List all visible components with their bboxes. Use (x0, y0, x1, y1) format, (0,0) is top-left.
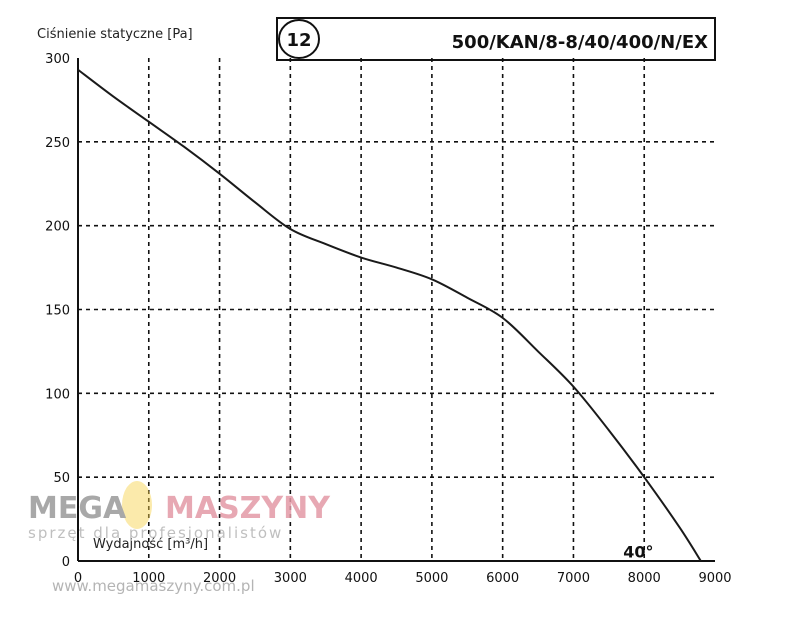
x-tick-labels: 0 1000 2000 3000 4000 5000 6000 7000 8000 9000 (74, 571, 732, 586)
x-tick-label: 6000 (486, 571, 519, 586)
badge-circle (278, 19, 320, 59)
axes (77, 58, 715, 562)
watermark: MEGA MASZYNY sprzęt dla profesjonalistów… (28, 481, 331, 595)
x-tick-label: 7000 (557, 571, 590, 586)
badge-number: 12 (286, 30, 311, 51)
y-tick-label: 300 (45, 52, 70, 67)
x-tick-label: 5000 (415, 571, 448, 586)
title-box (276, 17, 716, 61)
x-tick-label: 2000 (203, 571, 236, 586)
y-tick-label: 150 (45, 304, 70, 319)
x-tick-label: 4000 (345, 571, 378, 586)
y-tick-label: 250 (45, 136, 70, 151)
watermark-tagline: sprzęt dla profesjonalistów (28, 524, 283, 542)
y-axis-label: Ciśnienie statyczne [Pa] (37, 27, 193, 42)
y-tick-label: 100 (45, 387, 70, 402)
series-label: 40° (623, 543, 653, 562)
x-tick-label: 0 (74, 571, 82, 586)
chart-title: 500/KAN/8-8/40/400/N/EX (452, 32, 708, 53)
series-line (77, 68, 702, 562)
x-tick-label: 8000 (628, 571, 661, 586)
x-tick-label: 1000 (132, 571, 165, 586)
watermark-logo-mark (122, 481, 152, 529)
x-tick-label: 3000 (274, 571, 307, 586)
y-tick-label: 200 (45, 220, 70, 235)
x-tick-label: 9000 (698, 571, 731, 586)
y-tick-labels: 0 50 100 150 200 250 300 (45, 52, 70, 570)
watermark-brand-right: MASZYNY (165, 491, 331, 526)
watermark-brand-left: MEGA (28, 491, 127, 526)
chart-header: 12 500/KAN/8-8/40/400/N/EX (276, 17, 716, 61)
x-axis-label: Wydajność [m³/h] (93, 537, 208, 552)
y-tick-label: 0 (62, 555, 70, 570)
y-tick-label: 50 (53, 471, 70, 486)
grid (78, 58, 715, 561)
watermark-url: www.megamaszyny.com.pl (52, 577, 255, 595)
series-layer: 40° (77, 68, 702, 562)
